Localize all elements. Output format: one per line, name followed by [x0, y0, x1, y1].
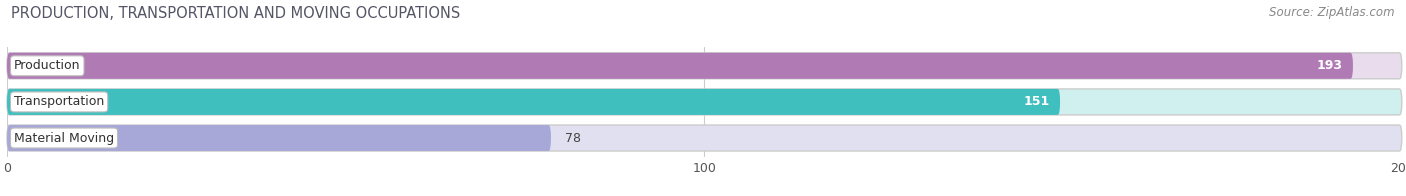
FancyBboxPatch shape: [7, 89, 1402, 115]
FancyBboxPatch shape: [7, 125, 1402, 151]
Text: Transportation: Transportation: [14, 95, 104, 108]
Text: PRODUCTION, TRANSPORTATION AND MOVING OCCUPATIONS: PRODUCTION, TRANSPORTATION AND MOVING OC…: [11, 6, 461, 21]
Text: 78: 78: [565, 132, 581, 144]
Text: 193: 193: [1316, 59, 1343, 72]
FancyBboxPatch shape: [7, 125, 551, 151]
Text: 151: 151: [1024, 95, 1050, 108]
Text: Material Moving: Material Moving: [14, 132, 114, 144]
FancyBboxPatch shape: [7, 53, 1353, 79]
Text: Production: Production: [14, 59, 80, 72]
FancyBboxPatch shape: [7, 89, 1060, 115]
FancyBboxPatch shape: [7, 53, 1402, 79]
Text: Source: ZipAtlas.com: Source: ZipAtlas.com: [1270, 6, 1395, 19]
